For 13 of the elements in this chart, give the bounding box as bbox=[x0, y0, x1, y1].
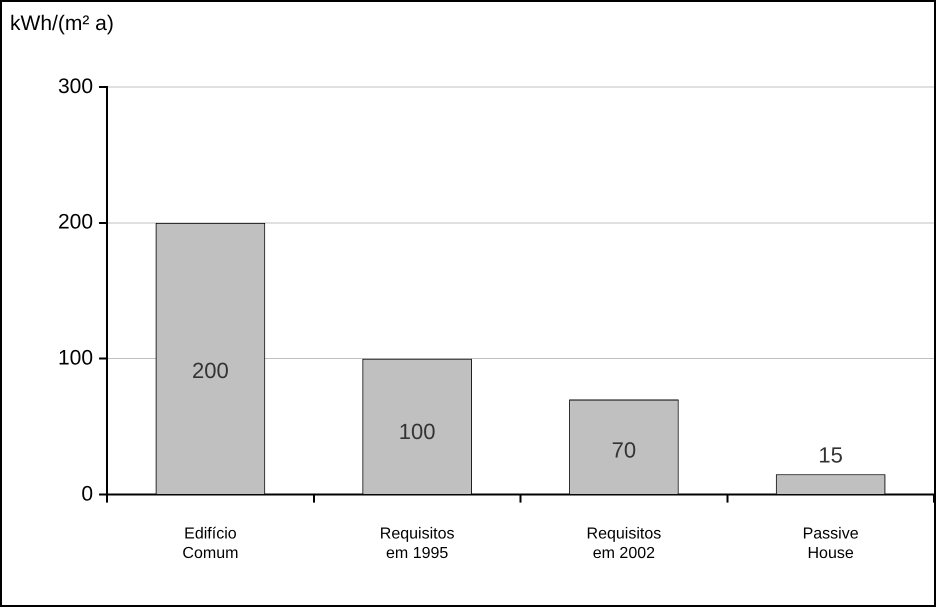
y-axis-title: kWh/(m² a) bbox=[10, 12, 114, 35]
y-tick-label: 300 bbox=[58, 74, 94, 98]
data-label: 100 bbox=[398, 419, 436, 444]
y-tick-label: 200 bbox=[58, 210, 94, 234]
x-tick-label: Edifício Comum bbox=[182, 526, 238, 562]
y-tick-label: 0 bbox=[81, 482, 94, 506]
x-tick-label: Passive House bbox=[802, 526, 859, 562]
data-label: 70 bbox=[612, 438, 636, 463]
y-tick-label: 100 bbox=[58, 346, 94, 370]
data-label: 200 bbox=[192, 358, 229, 384]
data-label: 15 bbox=[818, 442, 843, 468]
x-tick-label: Requisitos em 2002 bbox=[586, 526, 662, 562]
x-tick-label: Requisitos em 1995 bbox=[380, 526, 454, 562]
